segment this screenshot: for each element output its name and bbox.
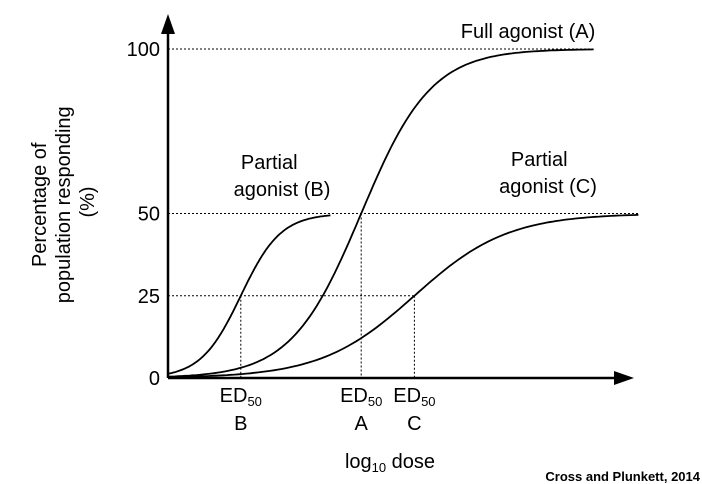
curves: [167, 48, 639, 379]
reference-lines: [168, 48, 639, 297]
y-axis-arrow-icon: [161, 14, 175, 34]
series-label-partial-agonist-b: Partial agonist (B): [234, 152, 331, 201]
ed50-labels: ED50 B ED50 A ED50 C: [220, 385, 436, 435]
series-label-partial-agonist-c: Partial agonist (C): [499, 149, 597, 198]
y-tick-label-0: 0: [149, 368, 160, 390]
x-axis-arrow-icon: [614, 371, 634, 385]
y-axis-label: Percentage of population responding (%): [29, 101, 99, 303]
series-label-full-agonist-a: Full agonist (A): [461, 21, 596, 43]
y-tick-labels: 0 25 50 100: [127, 39, 160, 390]
ed50-label-b: ED50: [220, 385, 262, 409]
curve-full-agonist-a: [167, 48, 594, 378]
y-axis-label-line-3: (%): [77, 186, 99, 217]
y-tick-label-25: 25: [138, 286, 160, 308]
x-axis-label: log10 dose: [345, 451, 435, 475]
curve-partial-agonist-b: [167, 214, 331, 375]
ed50-label-a: ED50: [340, 385, 382, 409]
ed50-drop-lines: [240, 213, 415, 378]
ed50-letter-c: C: [407, 413, 421, 435]
ed50-letter-a: A: [355, 413, 369, 435]
y-tick-label-50: 50: [138, 204, 160, 226]
y-axis-label-line-2: population responding: [53, 106, 75, 303]
y-tick-label-100: 100: [127, 39, 160, 61]
ed50-label-c: ED50: [393, 385, 435, 409]
ed50-letter-b: B: [234, 413, 247, 435]
series-labels: Full agonist (A) Partial agonist (B) Par…: [234, 21, 597, 201]
curve-partial-agonist-c: [167, 213, 639, 379]
source-credit: Cross and Plunkett, 2014: [545, 469, 700, 484]
y-axis-label-line-1: Percentage of: [29, 142, 51, 267]
